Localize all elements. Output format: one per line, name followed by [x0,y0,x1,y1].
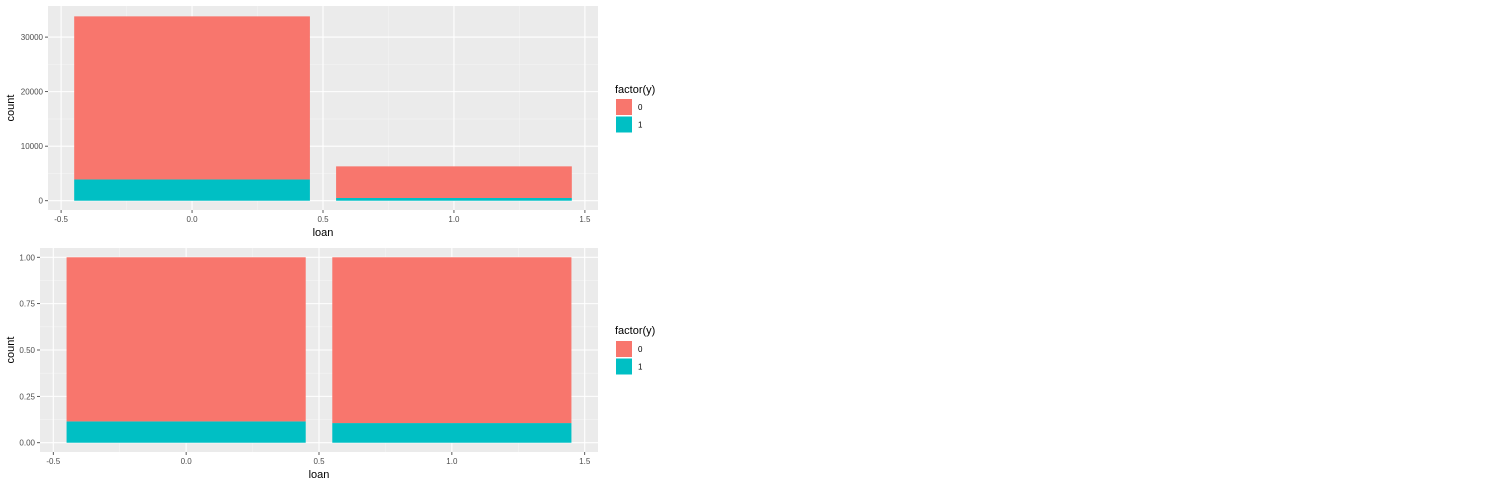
bar-segment-y1 [74,179,310,201]
bar-segment-y0 [74,16,310,180]
x-tick-label: -0.5 [54,215,68,224]
y-tick-label: 0.25 [19,392,35,401]
bar-segment-y1 [332,423,572,443]
bar-segment-y0 [336,166,572,198]
bar-segment-y0 [332,257,572,424]
x-tick-label: 1.0 [448,215,460,224]
x-tick-label: 1.0 [446,457,458,466]
x-tick-label: 0.0 [181,457,193,466]
x-tick-label: 1.5 [579,215,591,224]
y-tick-label: 10000 [21,142,44,151]
bar-segment-y1 [66,421,306,443]
legend-key-1 [616,358,632,375]
legend-label-1: 1 [638,121,643,130]
y-axis-title: count [5,95,17,122]
y-tick-label: 0.00 [19,439,35,448]
y-tick-label: 20000 [21,88,44,97]
x-tick-label: 0.0 [186,215,198,224]
y-tick-label: 0 [39,197,44,206]
bar-segment-y1 [336,198,572,201]
chart-panel-counts: 0 10000 20000 30000 -0.5 0.0 0.5 1.0 1.5 loan coun… [5,6,655,239]
x-tick-label: 1.5 [579,457,591,466]
bar-segment-y0 [66,257,306,422]
legend-title: factor(y) [615,84,655,96]
x-tick-label: 0.5 [313,457,325,466]
y-tick-label: 1.00 [19,253,35,262]
y-tick-label: 0.75 [19,300,35,309]
legend-label-0: 0 [638,103,643,112]
y-tick-label: 0.50 [19,346,35,355]
chart-panel-proportions: 0.00 0.25 0.50 0.75 1.00 -0.5 0.0 0.5 1.0 1.5 loan… [5,248,655,481]
legend-key-0 [616,99,632,115]
y-tick-label: 30000 [21,33,44,42]
x-tick-label: 0.5 [317,215,329,224]
x-tick-label: -0.5 [46,457,60,466]
x-axis-title: loan [309,469,330,481]
legend-label-0: 0 [638,345,643,354]
legend-title: factor(y) [615,325,655,337]
y-axis-title: count [5,337,17,364]
legend-key-1 [616,116,632,133]
legend-label-1: 1 [638,363,643,372]
x-axis-title: loan [313,227,334,239]
legend-key-0 [616,341,632,357]
